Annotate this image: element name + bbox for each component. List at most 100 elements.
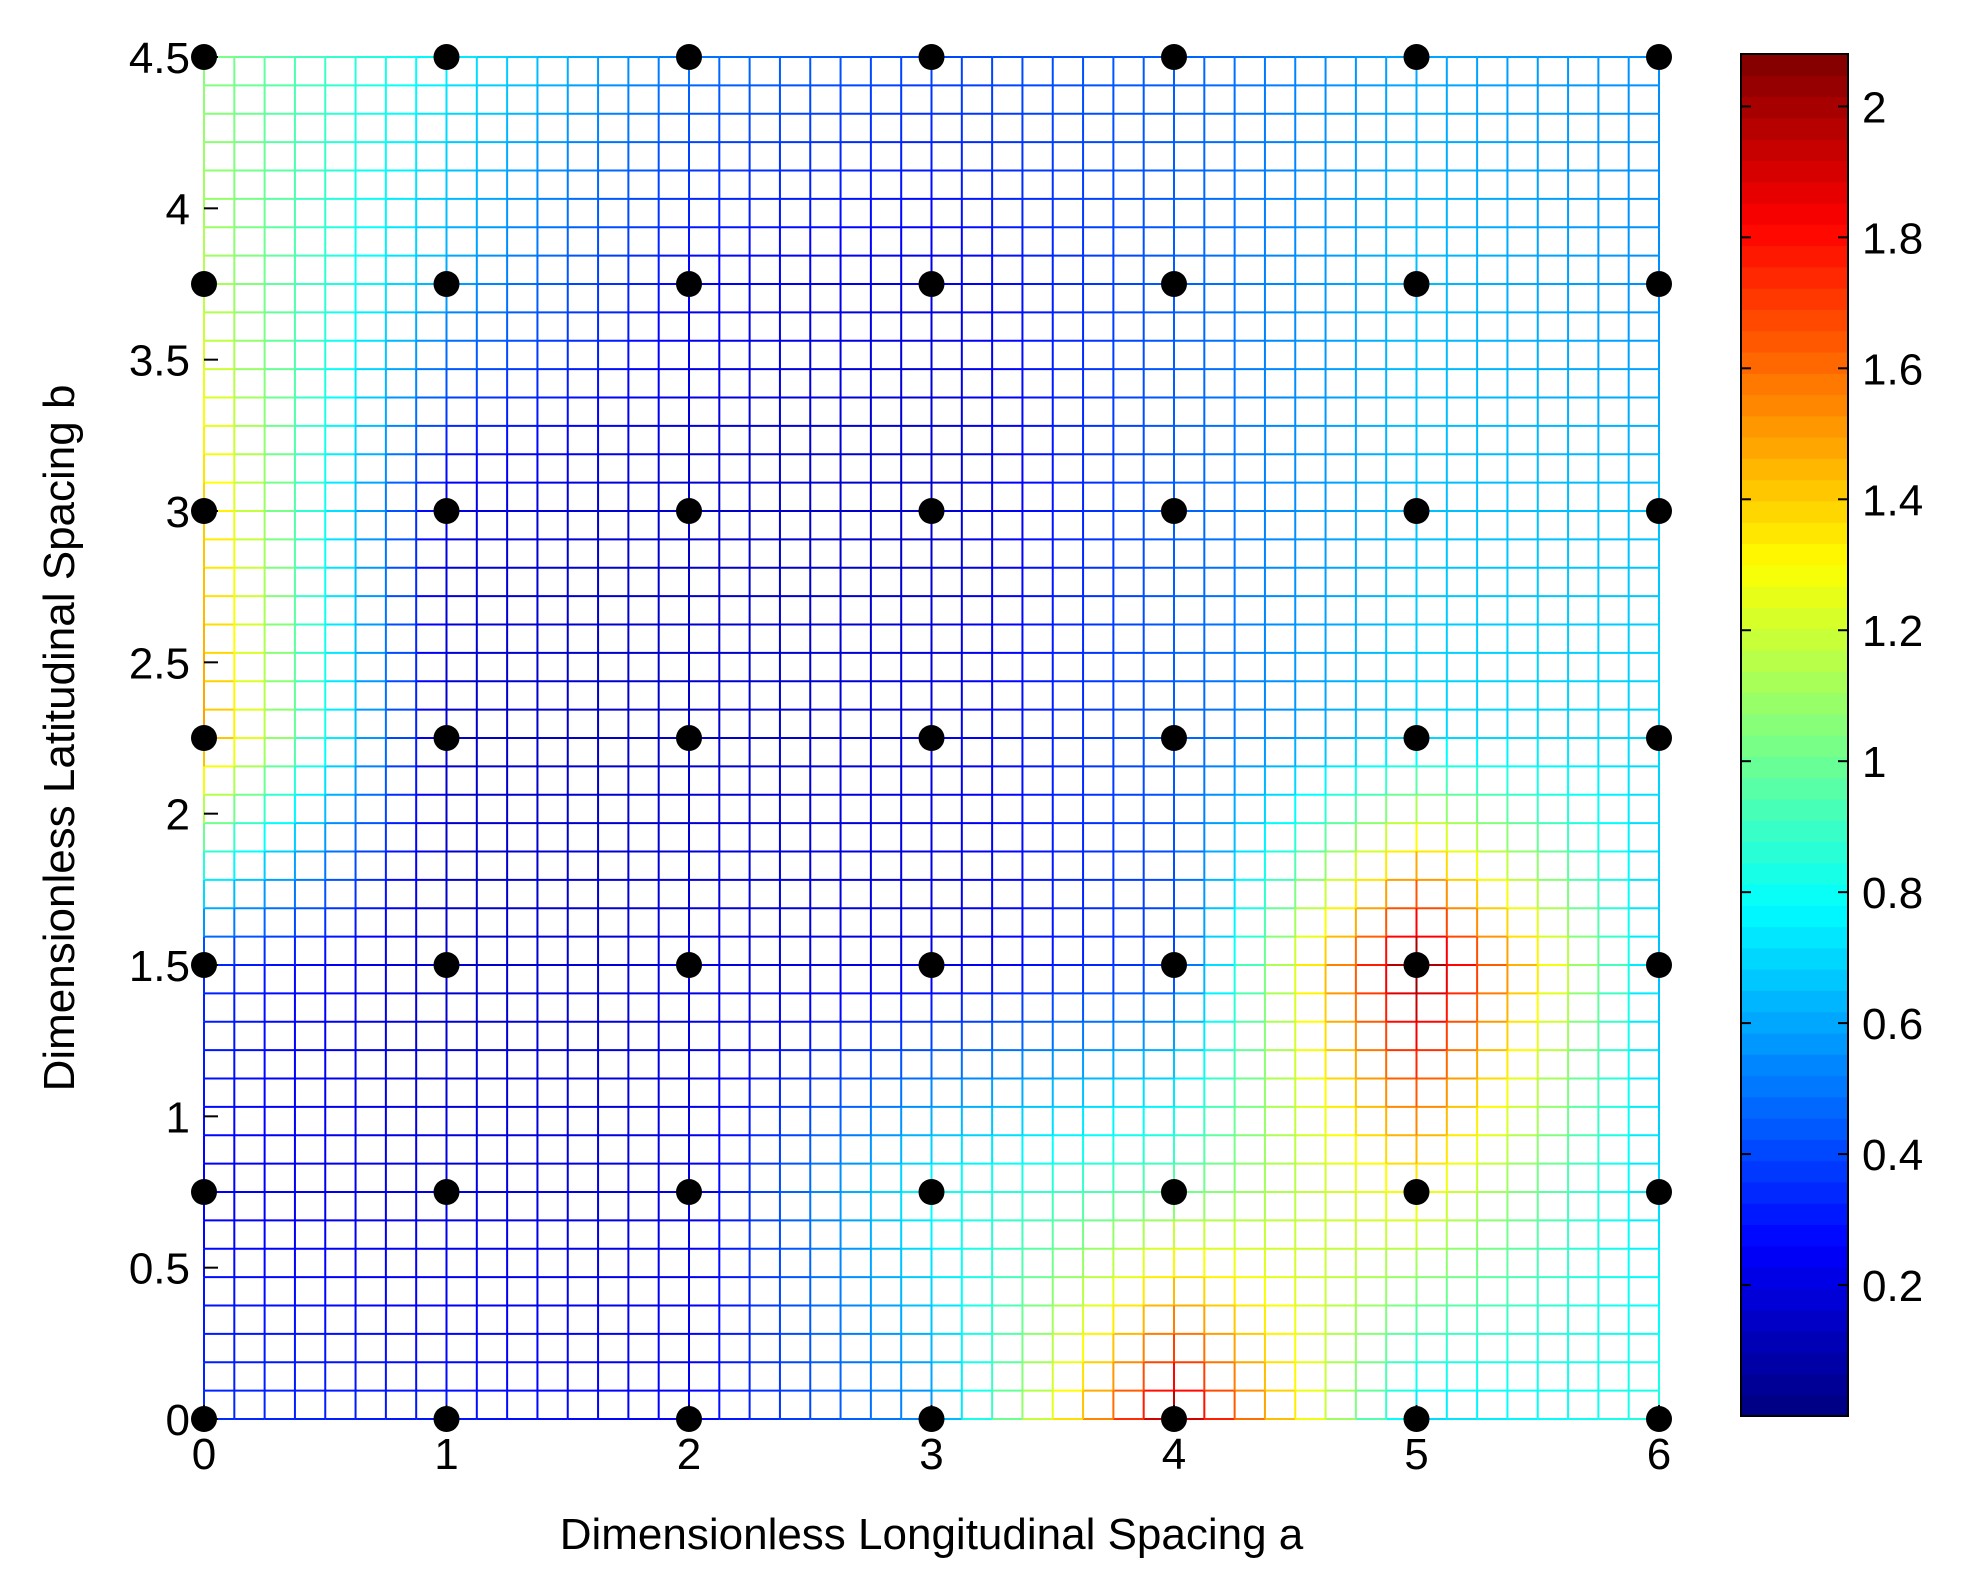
colorbar-band [1741,883,1848,906]
sample-point [1161,725,1187,751]
colorbar-band [1741,862,1848,885]
y-tick-label: 4 [166,185,190,234]
colorbar-tick-label: 0.4 [1862,1131,1923,1180]
x-axis-label: Dimensionless Longitudinal Spacing a [560,1510,1304,1559]
sample-point [1646,44,1672,70]
colorbar-band [1741,224,1848,247]
colorbar-tick-label: 1 [1862,738,1886,787]
sample-point [676,952,702,978]
colorbar-band [1741,628,1848,651]
colorbar-band [1741,586,1848,608]
colorbar-band [1741,735,1848,757]
colorbar-band [1741,1139,1848,1162]
colorbar-band [1741,139,1848,162]
colorbar-tick-label: 2 [1862,83,1886,132]
sample-point [1403,952,1430,978]
x-tick-label: 6 [1647,1430,1671,1479]
colorbar-band [1741,330,1848,353]
colorbar-band [1741,969,1848,991]
sample-point [1403,498,1430,524]
colorbar-tick-label: 1.4 [1862,476,1923,525]
colorbar-band [1741,841,1848,864]
colorbar-band [1741,1011,1848,1034]
colorbar-band [1741,1288,1848,1311]
colorbar-tick-label: 1.8 [1862,214,1923,263]
mesh-layer [203,56,1660,1420]
sample-point [1161,498,1187,524]
colorbar-band [1741,288,1848,310]
sample-point [676,1179,702,1205]
colorbar-band [1741,1181,1848,1204]
sample-point [1646,952,1672,978]
colorbar-tick-label: 0.2 [1862,1262,1923,1311]
sample-point [676,498,702,524]
y-tick-label: 2.5 [129,639,190,688]
y-tick-label: 3 [166,488,190,537]
sample-point [1161,44,1187,70]
colorbar-band [1741,671,1848,694]
colorbar-band [1741,692,1848,715]
colorbar-band [1741,1096,1848,1119]
colorbar-band [1741,1394,1848,1417]
sample-point [1646,1179,1672,1205]
axis-ticks-layer: 0 1 2 3 4 5 6 0 0.5 1 1.5 2 2.5 3 3.5 4 4.5 [129,34,1671,1479]
colorbar-band [1741,756,1848,779]
colorbar-band [1741,415,1848,438]
colorbar-band [1741,926,1848,949]
colorbar-tick-label: 0.8 [1862,869,1923,918]
colorbar-band [1741,245,1848,268]
colorbar-band [1741,1352,1848,1375]
colorbar-band [1741,309,1848,332]
colorbar-band [1741,1245,1848,1268]
sample-point [433,952,460,978]
colorbar-band [1741,1160,1848,1183]
sample-point [191,271,217,297]
colorbar-band [1741,649,1848,672]
colorbar-band [1741,96,1848,119]
sample-point [918,952,945,978]
y-tick-label: 1 [166,1093,190,1142]
colorbar-band [1741,713,1848,736]
colorbar-tick-label: 1.6 [1862,345,1923,394]
colorbar-band [1741,1203,1848,1226]
colorbar-band [1741,202,1848,225]
x-tick-label: 1 [434,1430,458,1479]
colorbar-band [1741,798,1848,821]
colorbar-band [1741,479,1848,502]
colorbar-band [1741,947,1848,970]
sample-point [1403,271,1430,297]
y-tick-label: 0.5 [129,1245,190,1294]
colorbar-band [1741,543,1848,566]
x-tick-label: 5 [1404,1430,1428,1479]
sample-point [1403,725,1430,751]
colorbar-band [1741,160,1848,183]
colorbar-tick-label: 1.2 [1862,607,1923,656]
y-tick-label: 0 [166,1396,190,1445]
colorbar-band [1741,437,1848,459]
colorbar-band [1741,777,1848,800]
colorbar-band [1741,1054,1848,1077]
y-tick-label: 2 [166,791,190,840]
sample-point [918,725,945,751]
colorbar-band [1741,990,1848,1013]
colorbar: 0.2 0.4 0.6 0.8 1 1.2 1.4 1.6 1.8 2 [1740,53,1923,1417]
colorbar-band [1741,1032,1848,1055]
y-axis-label: Dimensionless Latitudinal Spacing b [35,385,84,1092]
colorbar-band [1741,54,1848,76]
sample-point [1646,725,1672,751]
sample-point [918,498,945,524]
sample-point [1646,271,1672,297]
sample-points-layer [191,44,1672,1432]
colorbar-band [1741,458,1848,481]
y-tick-label: 4.5 [129,34,190,83]
sample-point [433,725,460,751]
sample-point [191,725,217,751]
sample-point [1161,952,1187,978]
sample-point [676,725,702,751]
colorbar-band [1741,1118,1848,1140]
colorbar-band [1741,500,1848,523]
colorbar-band [1741,351,1848,374]
sample-point [433,1179,460,1205]
colorbar-band [1741,373,1848,396]
